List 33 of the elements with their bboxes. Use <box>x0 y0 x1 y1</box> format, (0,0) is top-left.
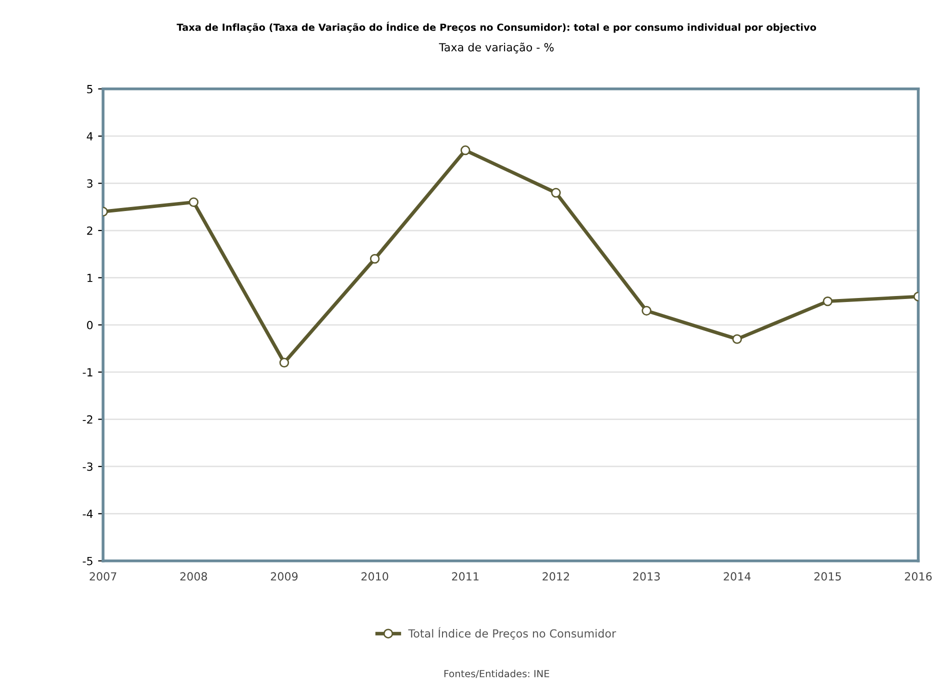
x-tick-label: 2008 <box>180 572 208 581</box>
chart-subtitle: Taxa de variação - % <box>438 42 554 54</box>
y-tick-label: -1 <box>82 368 92 376</box>
chart-title: Taxa de Inflação (Taxa de Variação do Índice de Preços no Consumidor): total e por consumo individual por objectivo <box>176 22 816 33</box>
x-tick-label: 2012 <box>542 572 569 581</box>
point <box>732 334 742 344</box>
y-tick-label: 1 <box>88 274 92 282</box>
y-tick-label: 3 <box>87 179 92 188</box>
legend-label: Total Índice de Preços no Consumidor <box>408 627 616 640</box>
y-tick-label: 0 <box>87 320 93 330</box>
point <box>279 358 290 368</box>
x-tick-label: 2016 <box>904 572 932 581</box>
x-tick-label: 2007 <box>90 572 116 581</box>
point <box>822 296 833 306</box>
text: Fontes/Entidades: INE <box>444 670 550 678</box>
x-tick-label: 2011 <box>452 572 478 581</box>
y-tick-label: 5 <box>87 85 92 94</box>
x-tick-label: 2014 <box>724 572 751 581</box>
point <box>370 254 380 264</box>
y-tick-label: -5 <box>82 557 92 566</box>
y-tick-label: -4 <box>82 510 93 518</box>
y-tick-label: 2 <box>87 226 92 235</box>
x-tick-label: 2015 <box>814 572 841 581</box>
point <box>642 306 652 316</box>
x-tick-label: 2013 <box>633 572 660 581</box>
y-tick-label: -2 <box>82 415 92 424</box>
point <box>460 145 470 156</box>
x-tick-label: 2009 <box>270 572 298 581</box>
y-tick-label: 4 <box>86 132 93 140</box>
x-tick-label: 2010 <box>361 572 388 581</box>
point <box>551 188 561 198</box>
point <box>188 197 199 208</box>
y-tick-label: -3 <box>82 462 92 471</box>
